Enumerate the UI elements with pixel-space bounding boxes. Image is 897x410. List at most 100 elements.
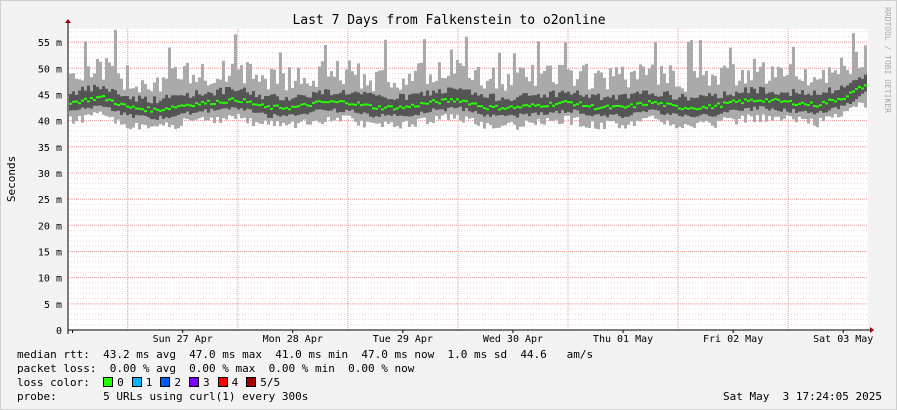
median-point — [567, 101, 570, 104]
median-point — [825, 102, 828, 105]
smoke-inner — [717, 98, 720, 115]
median-point — [363, 103, 366, 106]
smoke-inner — [660, 96, 663, 115]
smoke-inner — [711, 95, 714, 117]
median-point — [309, 105, 312, 108]
smoke-inner — [765, 93, 768, 109]
smoke-inner — [447, 87, 450, 108]
median-point — [357, 101, 360, 104]
smoke-inner — [696, 97, 699, 117]
median-point — [444, 98, 447, 101]
smoke-inner — [384, 97, 387, 116]
smoke-inner — [87, 85, 90, 108]
loss-color-swatch — [131, 377, 142, 387]
median-point — [642, 103, 645, 106]
median-point — [618, 104, 621, 107]
smoke-inner — [702, 95, 705, 114]
probe-legend: probe: 5 URLs using curl(1) every 300s — [17, 390, 309, 403]
smoke-inner — [219, 87, 222, 110]
median-point — [621, 105, 624, 108]
smoke-outer — [672, 70, 675, 125]
median-point — [267, 105, 270, 108]
smoke-inner — [864, 74, 867, 92]
smoke-inner — [234, 91, 237, 108]
smoke-inner — [789, 95, 792, 113]
median-point — [324, 101, 327, 104]
median-series — [69, 84, 867, 113]
median-point — [177, 105, 180, 108]
smoke-outer — [321, 61, 324, 125]
median-point — [135, 107, 138, 110]
median-point — [591, 104, 594, 107]
smoke-inner — [636, 91, 639, 113]
smoke-inner — [246, 92, 249, 109]
x-tick-label: Mon 28 Apr — [263, 334, 323, 345]
median-point — [624, 106, 627, 109]
y-tick-label: 20 m — [38, 221, 62, 232]
smoke-inner — [261, 99, 264, 113]
smoke-inner — [138, 95, 141, 116]
smoke-outer — [201, 64, 204, 118]
smoke-outer — [789, 64, 792, 117]
loss-color-item: 2 — [160, 376, 181, 389]
median-point — [810, 101, 813, 104]
median-point — [489, 105, 492, 108]
median-point — [636, 102, 639, 105]
median-point — [306, 104, 309, 107]
smoke-inner — [144, 96, 147, 116]
smoke-inner — [402, 94, 405, 117]
smoke-inner — [807, 93, 810, 113]
smoke-inner — [345, 94, 348, 110]
median-point — [801, 101, 804, 104]
median-point — [678, 107, 681, 110]
smoke-inner — [810, 95, 813, 113]
median-point — [594, 108, 597, 111]
smoke-inner — [774, 94, 777, 111]
smoke-inner — [525, 93, 528, 114]
median-point — [234, 99, 237, 102]
median-point — [537, 103, 540, 106]
median-point — [507, 106, 510, 109]
median-point — [231, 97, 234, 100]
smoke-inner — [642, 90, 645, 112]
median-point — [213, 102, 216, 105]
median-point — [795, 104, 798, 107]
median-point — [852, 90, 855, 93]
median-point — [822, 100, 825, 103]
smoke-outer — [792, 46, 795, 120]
median-point — [108, 98, 111, 101]
median-point — [855, 87, 858, 90]
smoke-inner — [375, 95, 378, 117]
median-point — [141, 108, 144, 111]
median-point — [240, 101, 243, 104]
median-point — [72, 100, 75, 103]
median-point — [864, 84, 867, 87]
median-point — [750, 98, 753, 101]
median-point — [612, 105, 615, 108]
median-point — [846, 95, 849, 98]
median-point — [423, 102, 426, 105]
smoke-outer — [423, 39, 426, 118]
smoke-inner — [705, 96, 708, 115]
smoke-outer — [108, 62, 111, 118]
median-point — [330, 100, 333, 103]
median-point — [459, 100, 462, 103]
median-point — [69, 102, 72, 105]
median-point — [114, 102, 117, 105]
median-point — [126, 105, 129, 108]
y-tick-label: 45 m — [38, 90, 62, 101]
smoke-outer — [600, 72, 603, 123]
smoke-inner — [390, 99, 393, 116]
smoke-outer — [651, 64, 654, 116]
median-point — [669, 102, 672, 105]
smoke-inner — [741, 92, 744, 111]
axes — [65, 19, 874, 334]
median-point — [681, 108, 684, 111]
median-point — [843, 97, 846, 100]
smoke-inner — [834, 90, 837, 108]
median-point — [666, 102, 669, 105]
median-point — [111, 99, 114, 102]
median-point — [531, 103, 534, 106]
median-point — [222, 101, 225, 104]
median-point — [723, 101, 726, 104]
